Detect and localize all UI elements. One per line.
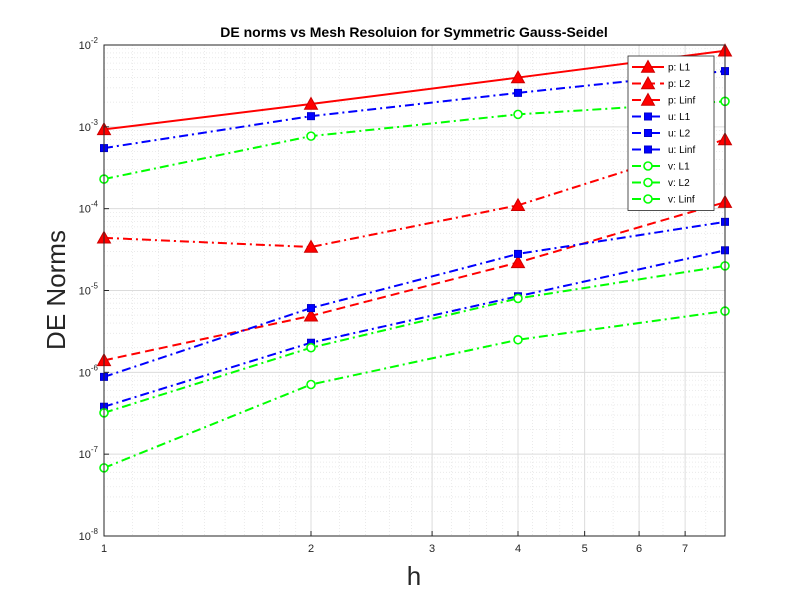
y-tick-label: 10-7 [79,445,99,461]
legend-label-v-linf: v: Linf [668,195,695,206]
data-point-p-linf [303,239,319,253]
data-point-u-l1 [514,88,522,97]
data-point-v-l1 [513,109,523,120]
legend-label-u-l2: u: L2 [668,129,691,140]
data-point-v-l1 [306,131,316,141]
legend-marker-v-l1 [643,161,653,171]
data-point-p-l1 [510,70,526,84]
data-point-u-linf [514,249,522,258]
y-axis-label: DE Norms [41,230,71,350]
y-tick-label: 10-6 [79,363,99,379]
data-point-v-linf [513,293,523,304]
legend-marker-p-linf [640,92,656,106]
data-point-v-l2 [306,379,316,390]
data-point-p-l2 [303,308,319,322]
x-tick-label: 4 [515,543,521,555]
data-point-u-l1 [307,112,315,121]
legend-marker-u-l1 [644,112,652,121]
series-line-v-linf [103,264,726,414]
data-point-v-l2 [513,334,523,345]
legend-label-u-linf: u: Linf [668,145,695,156]
y-tick-label: 10-8 [79,527,99,543]
tick-layer: 10-8 10-7 10-6 10-5 10-4 10-3 10-2 1 2 3 4 5 6 7 [79,36,689,555]
legend-label-p-l2: p: L2 [668,79,691,90]
data-point-p-linf [510,197,526,211]
data-point-p-l2 [510,254,526,269]
series-line-u-linf [103,220,726,378]
y-tick-label: 10-2 [79,36,99,52]
series-p-linf [96,131,733,253]
series-layer [96,43,733,473]
y-tick-label: 10-3 [79,118,99,134]
legend-label-u-l1: u: L1 [668,112,691,123]
legend: p: L1 p: L2 p: Linf u: L1 u: L2 u: Linf v: L1 v… [627,55,715,211]
x-tick-label: 6 [636,543,642,555]
legend-box [627,55,715,211]
x-tick-label: 5 [582,543,588,555]
x-tick-label: 2 [308,543,314,555]
series-line-u-l1 [103,70,726,150]
data-point-v-linf [306,342,316,353]
y-tick-label: 10-4 [79,200,99,216]
legend-label-v-l2: v: L2 [668,178,690,189]
x-tick-label: 1 [101,543,107,555]
series-line-p-l2 [103,201,726,362]
legend-label-v-l1: v: L1 [668,162,690,173]
x-axis-label: h [407,561,421,591]
legend-marker-u-l2 [644,129,652,137]
series-line-p-l1 [103,49,726,131]
legend-label-p-linf: p: Linf [668,96,695,107]
legend-marker-u-linf [644,145,652,154]
x-tick-label: 7 [682,543,688,555]
series-line-v-l2 [103,310,726,469]
x-tick-label: 3 [429,543,435,555]
y-tick-label: 10-5 [79,282,99,298]
chart-title: DE norms vs Mesh Resoluion for Symmetric… [220,24,607,40]
legend-label-p-l1: p: L1 [668,63,691,74]
data-point-p-l1 [303,96,319,110]
series-line-p-linf [103,138,726,249]
data-point-u-linf [307,304,315,313]
legend-marker-p-l2 [640,75,656,90]
legend-marker-p-l1 [640,59,656,73]
legend-marker-v-l2 [643,177,653,188]
series-line-u-l2 [103,249,726,408]
legend-marker-v-linf [643,194,653,204]
